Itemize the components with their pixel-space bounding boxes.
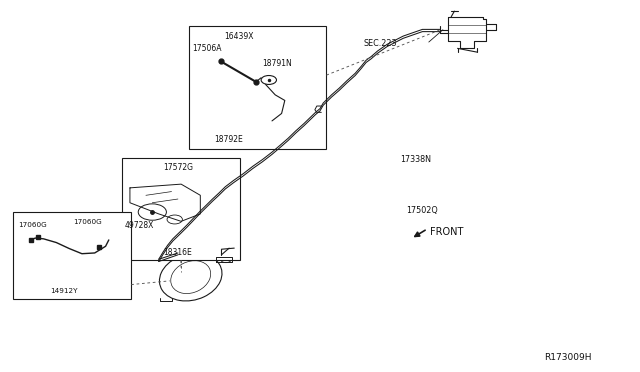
Text: 16439X: 16439X — [224, 32, 253, 41]
Text: SEC.223: SEC.223 — [364, 39, 397, 48]
Text: 17506A: 17506A — [192, 44, 221, 53]
Text: 17060G: 17060G — [18, 222, 47, 228]
Text: R173009H: R173009H — [544, 353, 591, 362]
Bar — [189, 26, 326, 149]
Text: 14912Y: 14912Y — [50, 288, 77, 294]
Text: 17060G: 17060G — [74, 219, 102, 225]
Text: 17338N: 17338N — [400, 155, 431, 164]
Ellipse shape — [159, 253, 222, 301]
Text: 17572G: 17572G — [163, 163, 193, 172]
Text: 49728X: 49728X — [125, 221, 154, 230]
Text: 18792E: 18792E — [214, 135, 243, 144]
Text: 18316E: 18316E — [163, 248, 192, 257]
Text: FRONT: FRONT — [430, 227, 463, 237]
Ellipse shape — [171, 261, 211, 294]
Text: 18791N: 18791N — [262, 59, 292, 68]
Bar — [122, 158, 240, 260]
Bar — [13, 212, 131, 299]
Text: 17502Q: 17502Q — [406, 206, 438, 215]
